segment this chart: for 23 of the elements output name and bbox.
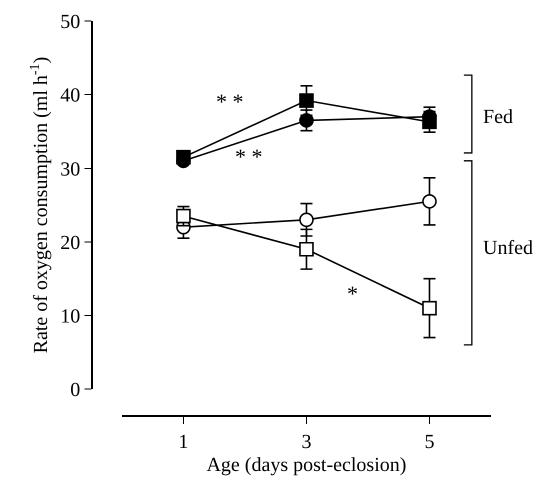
x-tick-label: 3 (301, 430, 312, 453)
y-tick-label: 10 (60, 306, 80, 328)
point (299, 93, 314, 108)
point (176, 150, 191, 165)
y-tick-label: 40 (60, 84, 80, 107)
x-tick-label: 5 (424, 430, 434, 453)
annotation: Unfed (483, 237, 533, 259)
y-tick-label: 30 (60, 158, 80, 180)
x-tick-label: 1 (178, 430, 188, 453)
annotation: * (347, 281, 358, 306)
point (422, 114, 437, 130)
point (422, 300, 437, 316)
y-tick-label: 20 (60, 232, 80, 254)
x-axis-title: Age (days post-eclosion) (206, 454, 406, 476)
annotation: * * (235, 144, 262, 169)
y-tick-label: 0 (70, 379, 80, 402)
annotation: * * (216, 89, 244, 114)
annotation: Fed (483, 106, 513, 128)
y-tick-label: 50 (60, 11, 80, 33)
point (299, 113, 314, 128)
point (422, 194, 437, 209)
point (299, 212, 314, 228)
point (299, 242, 314, 257)
